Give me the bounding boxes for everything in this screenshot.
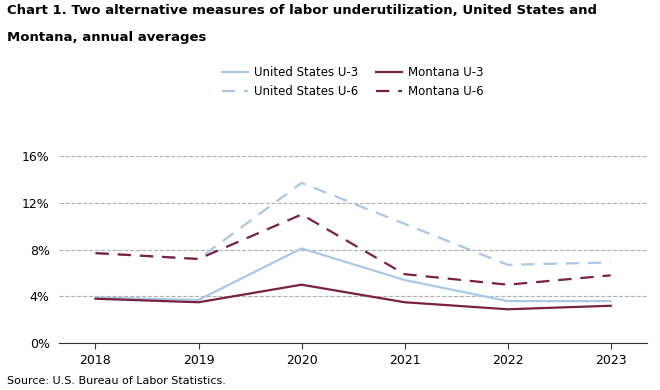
Legend: United States U-3, United States U-6, Montana U-3, Montana U-6: United States U-3, United States U-6, Mo… — [222, 66, 484, 98]
Text: Montana, annual averages: Montana, annual averages — [7, 31, 206, 44]
Text: Source: U.S. Bureau of Labor Statistics.: Source: U.S. Bureau of Labor Statistics. — [7, 376, 226, 386]
Text: Chart 1. Two alternative measures of labor underutilization, United States and: Chart 1. Two alternative measures of lab… — [7, 4, 597, 17]
